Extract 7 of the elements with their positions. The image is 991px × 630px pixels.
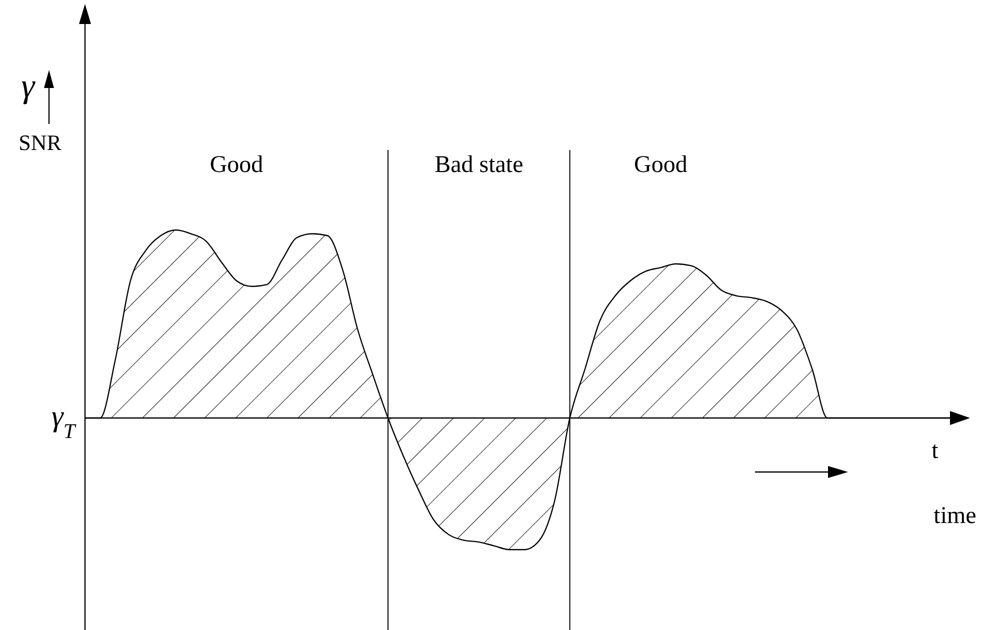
text: Bad state	[434, 152, 524, 178]
text: Good	[634, 152, 688, 178]
annotation: time	[934, 503, 976, 529]
x-axis-title: t	[932, 438, 939, 464]
text: γ$_{T}$	[51, 400, 76, 443]
text: Good	[210, 152, 264, 178]
y-axis-title: γ SNR	[18, 68, 62, 155]
